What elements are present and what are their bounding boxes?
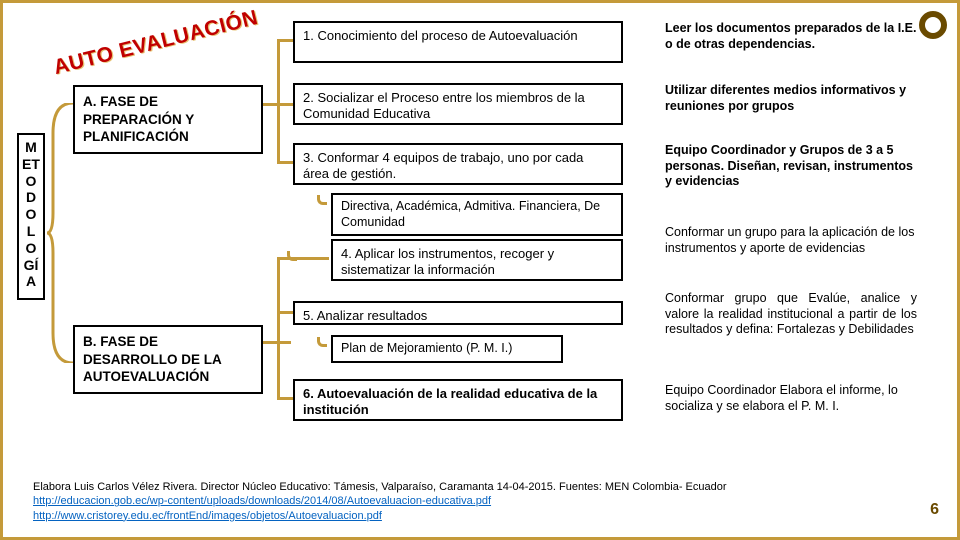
connector-line bbox=[277, 257, 329, 260]
connector-line bbox=[277, 39, 280, 103]
step-6: 6. Autoevaluación de la realidad educati… bbox=[293, 379, 623, 421]
connector-line bbox=[277, 161, 293, 164]
step-5: 5. Analizar resultados bbox=[293, 301, 623, 325]
corner-ring-icon bbox=[919, 11, 947, 39]
sub-bracket-icon bbox=[287, 251, 297, 261]
phase-b-box: B. FASE DE DESARROLLO DE LA AUTOEVALUACI… bbox=[73, 325, 263, 394]
connector-line bbox=[277, 103, 293, 106]
sub-bracket-icon bbox=[317, 195, 327, 205]
footer: Elabora Luis Carlos Vélez Rivera. Direct… bbox=[33, 480, 907, 523]
note-2: Utilizar diferentes medios informativos … bbox=[665, 83, 917, 114]
note-4: Conformar un grupo para la aplicación de… bbox=[665, 225, 917, 256]
step-4: 4. Aplicar los instrumentos, recoger y s… bbox=[331, 239, 623, 281]
footer-link-1[interactable]: http://educacion.gob.ec/wp-content/uploa… bbox=[33, 495, 491, 507]
bracket-icon bbox=[47, 103, 73, 363]
connector-line bbox=[277, 257, 280, 341]
note-5: Conformar grupo que Evalúe, analice y va… bbox=[665, 291, 917, 338]
connector-line bbox=[277, 103, 280, 163]
step-3: 3. Conformar 4 equipos de trabajo, uno p… bbox=[293, 143, 623, 185]
connector-line bbox=[277, 39, 293, 42]
sidebar-label: METODOLOGÍA bbox=[17, 133, 45, 300]
page-title: AUTO EVALUACIÓN bbox=[51, 6, 260, 80]
footer-link-2[interactable]: http://www.cristorey.edu.ec/frontEnd/ima… bbox=[33, 510, 382, 522]
page-number: 6 bbox=[930, 501, 939, 519]
step-3-sub: Directiva, Académica, Admitiva. Financie… bbox=[331, 193, 623, 236]
connector-line bbox=[277, 311, 293, 314]
connector-line bbox=[277, 341, 280, 399]
note-6: Equipo Coordinador Elabora el informe, l… bbox=[665, 383, 917, 414]
footer-text: Elabora Luis Carlos Vélez Rivera. Direct… bbox=[33, 481, 727, 493]
note-1: Leer los documentos preparados de la I.E… bbox=[665, 21, 917, 52]
phase-a-box: A. FASE DE PREPARACIÓN Y PLANIFICACIÓN bbox=[73, 85, 263, 154]
note-3: Equipo Coordinador y Grupos de 3 a 5 per… bbox=[665, 143, 917, 190]
connector-line bbox=[277, 397, 293, 400]
step-1: 1. Conocimiento del proceso de Autoevalu… bbox=[293, 21, 623, 63]
slide: AUTO EVALUACIÓN METODOLOGÍA A. FASE DE P… bbox=[0, 0, 960, 540]
step-5-sub: Plan de Mejoramiento (P. M. I.) bbox=[331, 335, 563, 363]
step-6-text: 6. Autoevaluación de la realidad educati… bbox=[303, 386, 597, 417]
sub-bracket-icon bbox=[317, 337, 327, 347]
step-2: 2. Socializar el Proceso entre los miemb… bbox=[293, 83, 623, 125]
sidebar-text: METODOLOGÍA bbox=[21, 139, 41, 290]
